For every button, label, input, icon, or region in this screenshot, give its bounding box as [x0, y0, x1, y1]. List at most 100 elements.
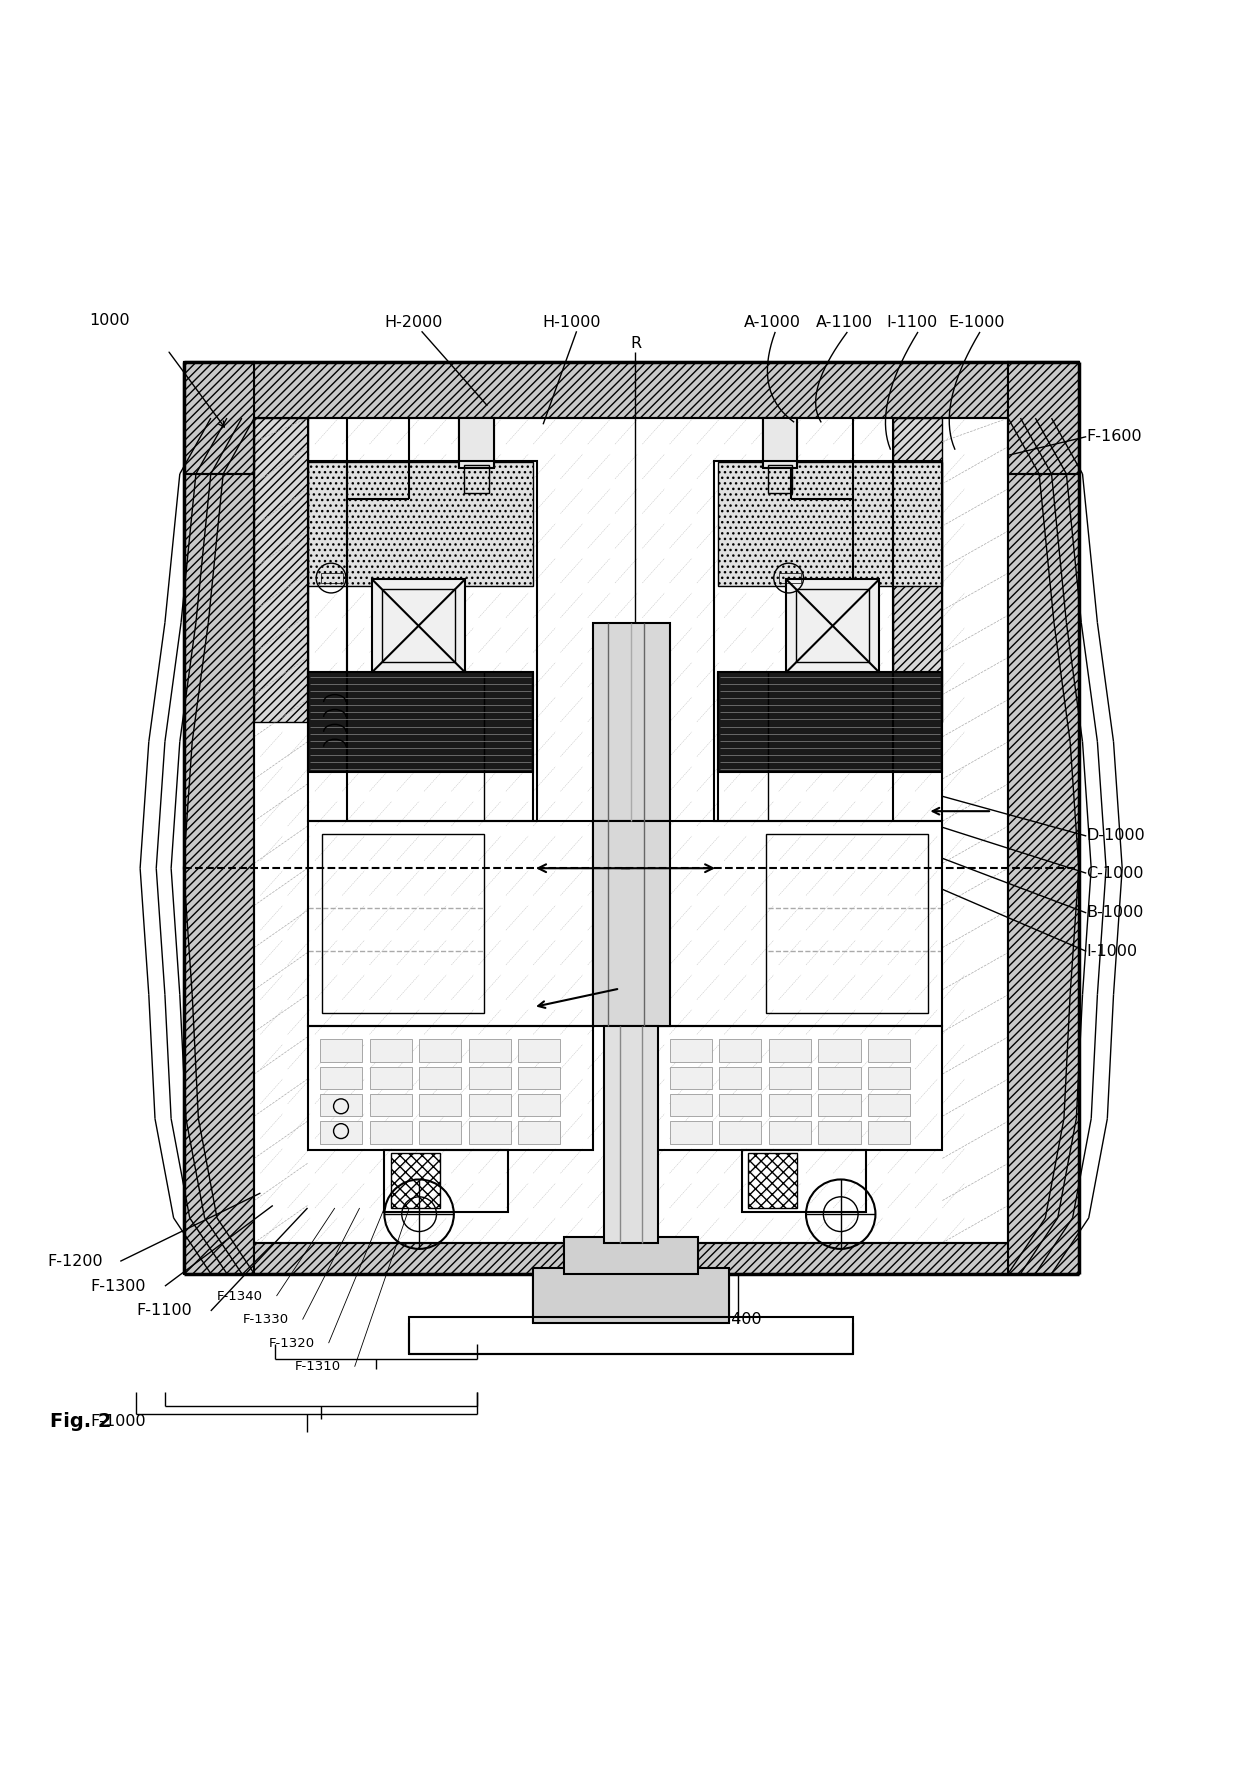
Bar — [670, 1094, 712, 1116]
Text: F-1320: F-1320 — [269, 1336, 315, 1350]
Text: F-1330: F-1330 — [243, 1313, 289, 1325]
Bar — [657, 1026, 942, 1150]
Bar — [818, 1039, 861, 1062]
Bar — [469, 1094, 511, 1116]
Text: H-3000: H-3000 — [583, 1313, 641, 1327]
Bar — [719, 1121, 761, 1143]
Bar — [1008, 362, 1079, 475]
Bar — [372, 578, 465, 672]
Text: F-1100: F-1100 — [136, 1304, 192, 1318]
Bar — [419, 1067, 461, 1089]
Bar — [670, 1067, 712, 1089]
Bar — [370, 1067, 412, 1089]
Bar — [763, 417, 797, 467]
Bar — [308, 820, 593, 1026]
Bar — [409, 1316, 853, 1354]
Bar — [868, 1121, 910, 1143]
Bar — [564, 1236, 698, 1273]
Polygon shape — [718, 462, 942, 586]
Text: F-1310: F-1310 — [295, 1359, 341, 1374]
Bar — [868, 1039, 910, 1062]
Bar — [719, 1067, 761, 1089]
Bar — [320, 1067, 362, 1089]
Text: A-1100: A-1100 — [816, 315, 873, 330]
Bar — [184, 362, 254, 475]
Bar — [714, 462, 942, 820]
Bar — [718, 672, 942, 772]
Bar — [382, 589, 455, 663]
Polygon shape — [1008, 362, 1079, 1273]
Polygon shape — [254, 417, 308, 722]
Bar — [719, 1039, 761, 1062]
Polygon shape — [308, 462, 533, 586]
Bar — [419, 1039, 461, 1062]
Text: C-1000: C-1000 — [1086, 865, 1143, 881]
Bar — [308, 672, 533, 772]
Polygon shape — [254, 1243, 1008, 1273]
Bar — [768, 466, 792, 493]
Bar — [742, 1150, 866, 1213]
Bar — [518, 1094, 560, 1116]
Text: F-1200: F-1200 — [47, 1254, 103, 1268]
Bar — [593, 623, 670, 820]
Bar — [518, 1039, 560, 1062]
Bar — [308, 462, 537, 820]
Text: H-1000: H-1000 — [542, 315, 600, 330]
Bar — [657, 820, 942, 1026]
Bar — [818, 1094, 861, 1116]
Bar — [308, 1026, 593, 1150]
Bar — [670, 1039, 712, 1062]
Bar — [321, 573, 343, 584]
Bar — [779, 573, 801, 584]
Bar — [469, 1121, 511, 1143]
Bar — [419, 1121, 461, 1143]
Bar — [469, 1067, 511, 1089]
Bar — [518, 1121, 560, 1143]
Bar — [818, 1067, 861, 1089]
Bar — [868, 1094, 910, 1116]
Bar — [769, 1067, 811, 1089]
Bar — [719, 1094, 761, 1116]
Bar — [533, 1268, 729, 1324]
Text: F-1340: F-1340 — [217, 1290, 263, 1302]
Bar — [322, 833, 484, 1014]
Bar — [593, 820, 670, 1026]
Bar — [796, 589, 869, 663]
Polygon shape — [893, 417, 942, 722]
Bar — [818, 1121, 861, 1143]
Text: Fig. 2: Fig. 2 — [50, 1411, 112, 1431]
Bar — [518, 1067, 560, 1089]
Text: F-1000: F-1000 — [91, 1413, 146, 1429]
Bar — [320, 1094, 362, 1116]
Text: H-2000: H-2000 — [384, 315, 443, 330]
Bar — [868, 1067, 910, 1089]
Bar — [604, 1026, 658, 1243]
Bar — [459, 417, 494, 467]
Bar — [370, 1121, 412, 1143]
Polygon shape — [184, 362, 254, 1273]
Bar — [670, 1121, 712, 1143]
Text: F-1400: F-1400 — [707, 1313, 763, 1327]
Text: I-1100: I-1100 — [887, 315, 937, 330]
Text: I-1000: I-1000 — [1086, 944, 1137, 958]
Polygon shape — [254, 362, 1008, 417]
Bar — [769, 1039, 811, 1062]
Bar — [766, 833, 928, 1014]
Bar — [464, 466, 489, 493]
Bar — [370, 1094, 412, 1116]
Text: A-1000: A-1000 — [744, 315, 801, 330]
Text: F-1300: F-1300 — [91, 1279, 146, 1293]
Text: B-1000: B-1000 — [1086, 906, 1143, 921]
Bar — [419, 1094, 461, 1116]
Text: D-1000: D-1000 — [1086, 829, 1145, 844]
Bar — [320, 1121, 362, 1143]
Bar — [370, 1039, 412, 1062]
Bar — [320, 1039, 362, 1062]
Text: R: R — [630, 337, 641, 351]
Bar — [769, 1094, 811, 1116]
Text: E-1000: E-1000 — [949, 315, 1006, 330]
Text: F-1600: F-1600 — [1086, 430, 1142, 444]
Bar — [769, 1121, 811, 1143]
Bar — [469, 1039, 511, 1062]
Bar — [786, 578, 879, 672]
